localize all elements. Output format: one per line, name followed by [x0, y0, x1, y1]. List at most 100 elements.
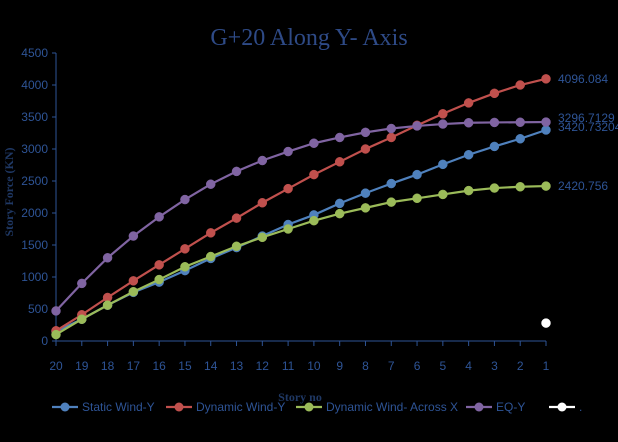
end-labels: 3296.7129 4096.084 2420.756 3420.73204 — [558, 72, 618, 193]
legend-label: Dynamic Wind-Y — [196, 400, 285, 414]
series-3-point — [515, 117, 525, 127]
series-2-point — [412, 193, 422, 204]
end-value-label: 3296.7129 — [558, 111, 615, 125]
series-4-point — [541, 318, 551, 328]
series-0-point — [438, 159, 448, 170]
series-2-point — [283, 224, 293, 234]
series-2-point — [438, 189, 448, 200]
series-2-point — [309, 215, 319, 226]
x-tick-label: 6 — [414, 359, 421, 373]
series-2-point — [231, 241, 242, 252]
series-0-point — [489, 141, 500, 152]
x-tick-label: 4 — [465, 359, 472, 373]
series-2-point — [386, 197, 397, 207]
legend-swatch-marker — [557, 402, 567, 412]
series-3-point — [51, 306, 61, 316]
series-1-point — [515, 80, 525, 90]
x-axis-label: Story no — [278, 390, 322, 404]
series-1-point — [283, 183, 293, 194]
x-tick-label: 10 — [307, 359, 321, 373]
legend-label: EQ-Y — [496, 400, 525, 414]
x-tick-label: 18 — [101, 359, 115, 373]
x-tick-label: 11 — [282, 359, 295, 373]
series-2-point — [360, 203, 371, 213]
series-1-point — [541, 74, 551, 84]
x-tick-label: 8 — [362, 359, 369, 373]
series-3-point — [128, 231, 139, 241]
x-tick-label: 12 — [256, 359, 270, 373]
series-3-point — [489, 117, 500, 128]
y-axis-label: Story Force (KN) — [2, 147, 16, 236]
x-tick-label: 1 — [543, 359, 550, 373]
series-1-point — [180, 244, 190, 254]
y-tick-label: 4000 — [21, 78, 48, 92]
y-tick-label: 2500 — [21, 174, 48, 188]
series-2-point — [334, 208, 345, 219]
series-2-point — [257, 232, 268, 243]
series-3-point — [231, 166, 242, 177]
series-1-point — [128, 276, 139, 286]
series-2-point — [77, 314, 87, 324]
series-3-point — [257, 155, 268, 166]
series-3-point — [438, 119, 448, 129]
series-1-point — [438, 109, 448, 119]
x-tick-label: 2 — [517, 359, 524, 373]
legend-swatch-marker — [174, 402, 184, 412]
series-2-line — [55, 184, 547, 336]
series-2-point — [541, 181, 551, 191]
series-2-point — [180, 262, 190, 272]
x-tick-label: 16 — [152, 359, 166, 373]
y-tick-label: 0 — [41, 334, 48, 348]
series-3-point — [77, 278, 87, 289]
end-value-label: 3420.73204 — [558, 120, 618, 134]
series-3-point — [180, 194, 190, 205]
series-2-point — [463, 185, 474, 196]
y-tick-label: 3500 — [21, 110, 48, 124]
x-tick-label: 14 — [204, 359, 218, 373]
series-3-point — [283, 146, 293, 157]
x-tick-label: 9 — [336, 359, 343, 373]
series-3-point — [463, 118, 474, 128]
x-tick-label: 3 — [491, 359, 498, 373]
series-2-point — [515, 182, 525, 192]
series-0-point — [463, 150, 474, 160]
legend-swatch-marker — [60, 402, 70, 412]
legend-swatch-marker — [304, 402, 314, 412]
series-1-point — [309, 169, 319, 180]
series-3-point — [205, 179, 216, 189]
series-2-point — [128, 286, 139, 297]
series-0-point — [412, 169, 422, 180]
x-tick-label: 17 — [127, 359, 141, 373]
series-3-point — [334, 132, 345, 143]
x-tick-label: 13 — [230, 359, 244, 373]
y-tick-label: 1000 — [21, 270, 48, 284]
legend-label: Static Wind-Y — [82, 400, 155, 414]
series-1-point — [463, 98, 474, 108]
y-tick-label: 4500 — [21, 46, 48, 60]
series-3-point — [154, 212, 164, 222]
x-tick-label: 15 — [178, 359, 192, 373]
series-2-point — [102, 300, 113, 310]
series-0-point — [334, 198, 345, 209]
legend-swatch-marker — [474, 402, 484, 412]
series-1-point — [257, 198, 268, 208]
y-tick-label: 1500 — [21, 238, 48, 252]
series-1-point — [489, 88, 500, 99]
y-tick-label: 2000 — [21, 206, 48, 220]
series-0-point — [541, 125, 551, 135]
end-value-label: 4096.084 — [558, 72, 608, 86]
series-1-point — [360, 144, 371, 154]
series-3-point — [360, 127, 371, 138]
series-0-point — [360, 188, 371, 198]
y-tick-label: 3000 — [21, 142, 48, 156]
legend-label: . — [579, 400, 582, 414]
series-2-point — [489, 183, 500, 193]
series-1-point — [231, 213, 242, 223]
series-3-point — [386, 123, 397, 134]
series-2-point — [205, 251, 216, 262]
series-2-point — [154, 274, 164, 285]
chart-title: G+20 Along Y- Axis — [210, 25, 407, 51]
series-1-point — [154, 260, 164, 270]
